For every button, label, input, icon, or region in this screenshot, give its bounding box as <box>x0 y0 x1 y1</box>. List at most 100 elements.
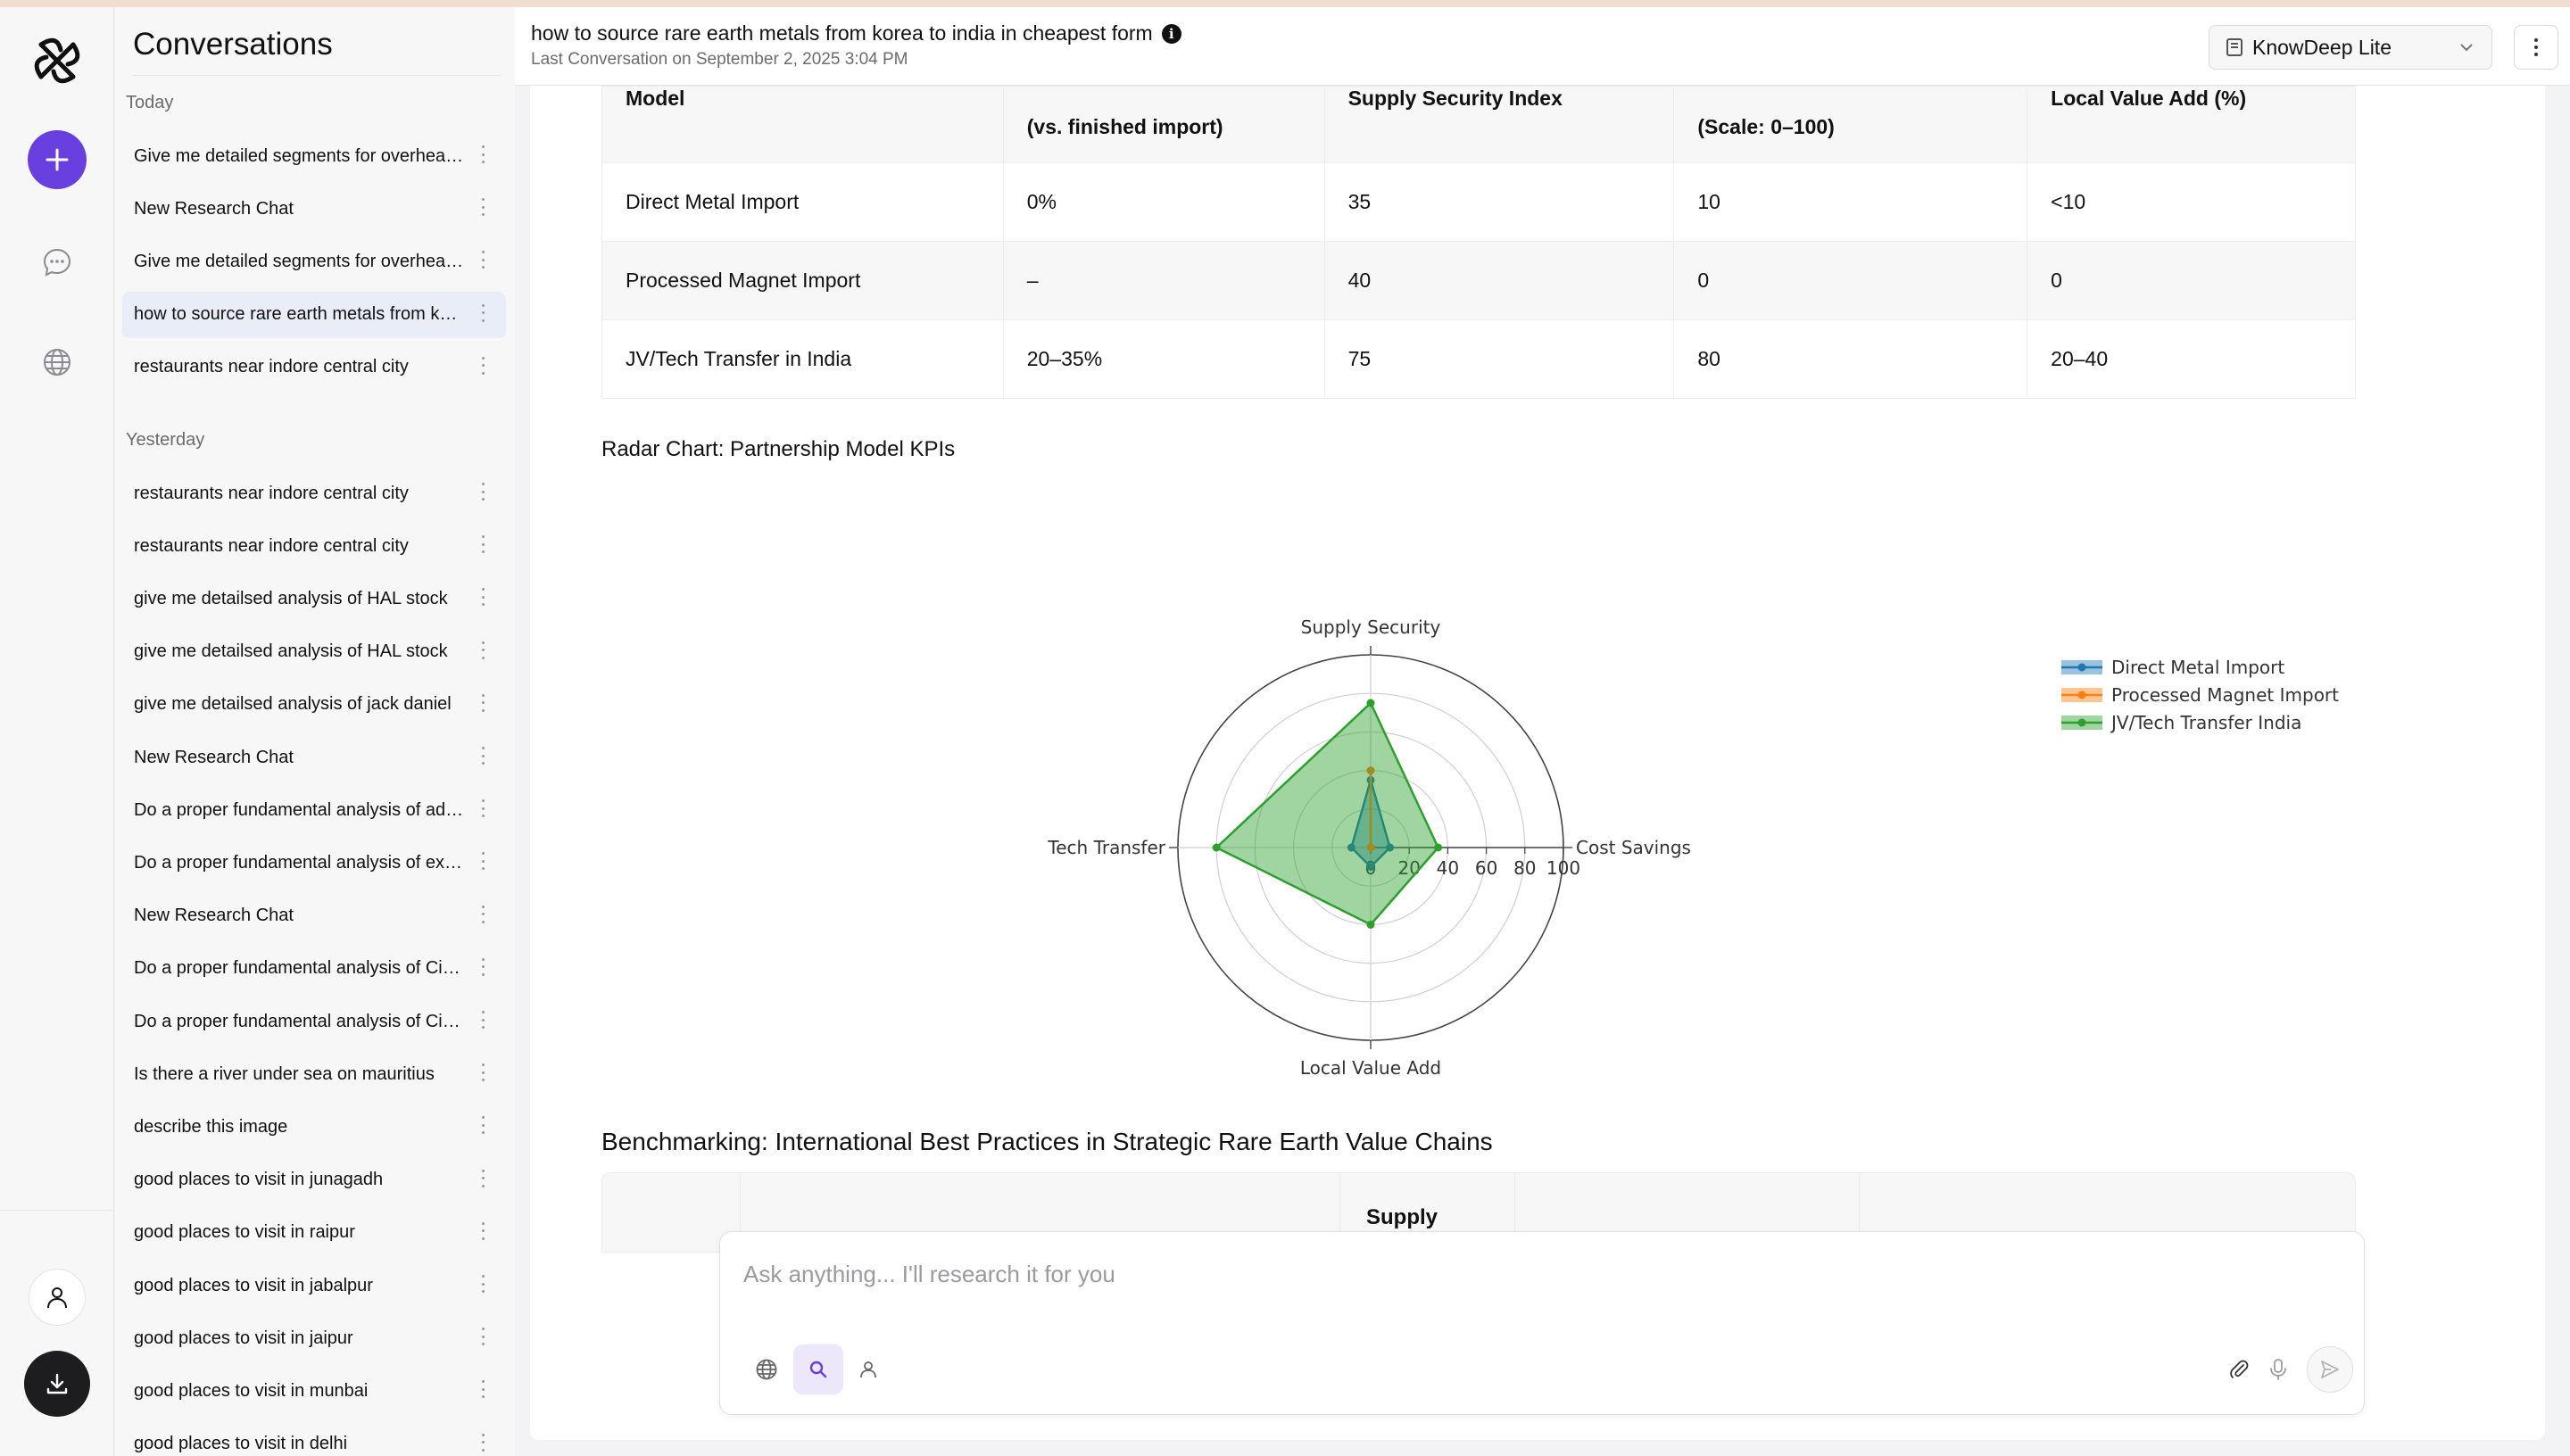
profile-button[interactable] <box>29 1269 86 1326</box>
conversation-menu-icon[interactable] <box>481 483 485 500</box>
conversation-menu-icon[interactable] <box>481 1116 485 1135</box>
conversation-menu-icon[interactable] <box>481 535 485 554</box>
conversation-item[interactable]: New Research Chat <box>122 186 506 232</box>
table-column-divider <box>1859 1173 1860 1253</box>
chart-title: Radar Chart: Partnership Model KPIs <box>601 437 956 461</box>
conversation-item[interactable]: Do a proper fundamental analysis of adan… <box>122 787 506 833</box>
radar-axis-label: Supply Security <box>1301 616 1441 638</box>
conversation-item[interactable]: give me detailsed analysis of jack danie… <box>122 682 506 728</box>
table-row: JV/Tech Transfer in India 20–35% 75 80 2… <box>601 319 2356 399</box>
group-label-today: Today <box>126 93 174 112</box>
conversation-item[interactable]: good places to visit in jabalpur <box>122 1262 506 1309</box>
conversation-item[interactable]: good places to visit in junagadh <box>122 1157 506 1204</box>
conversation-item[interactable]: restaurants near indore central city <box>122 523 506 569</box>
conversation-item[interactable]: describe this image <box>122 1104 506 1150</box>
conversation-item[interactable]: good places to visit in munbai <box>122 1368 506 1414</box>
kpi-header-cell: (Scale: 0–100) <box>1673 86 2028 163</box>
conversation-menu-icon[interactable] <box>481 957 485 976</box>
radar-data-point <box>1366 766 1375 775</box>
table-cell: 40 <box>1323 241 1675 320</box>
conversation-item[interactable]: good places to visit in delhi <box>122 1421 506 1456</box>
table-cell: Direct Metal Import <box>601 162 1004 242</box>
legend-swatch-marker <box>2077 691 2086 699</box>
conversation-item[interactable]: Do a proper fundamental analysis of Cipl… <box>122 946 506 992</box>
radar-axis-label: Cost Savings <box>1576 837 1691 858</box>
vertical-dots-icon <box>2534 38 2538 56</box>
paperclip-icon <box>2230 1360 2249 1378</box>
table-cell: 35 <box>1323 162 1675 242</box>
send-button[interactable] <box>2307 1346 2353 1393</box>
conversation-menu-icon[interactable] <box>481 641 485 659</box>
conversation-menu-icon[interactable] <box>481 588 485 607</box>
web-nav-button[interactable] <box>36 341 79 384</box>
conversation-item[interactable]: Give me detailed segments for overheads … <box>122 238 506 285</box>
radar-radial-tick-label: 100 <box>1546 857 1580 879</box>
conversation-item[interactable]: good places to visit in raipur <box>122 1210 506 1256</box>
model-selector[interactable]: KnowDeep Lite <box>2209 25 2492 70</box>
conversation-item[interactable]: restaurants near indore central city <box>122 344 506 391</box>
conversation-item[interactable]: good places to visit in jaipur <box>122 1315 506 1361</box>
conversation-item[interactable]: restaurants near indore central city <box>122 470 506 517</box>
more-options-button[interactable] <box>2514 25 2558 70</box>
chats-nav-button[interactable] <box>36 241 79 284</box>
conversation-item[interactable]: Do a proper fundamental analysis of Cipl… <box>122 998 506 1045</box>
table-cell: JV/Tech Transfer in India <box>601 319 1004 399</box>
conversation-menu-icon[interactable] <box>481 145 485 163</box>
conversation-item-label: good places to visit in munbai <box>134 1380 369 1401</box>
research-mode-toggle[interactable] <box>793 1344 843 1394</box>
conversation-item-label: good places to visit in jaipur <box>134 1328 353 1348</box>
table-cell: Processed Magnet Import <box>601 241 1004 320</box>
conversation-item[interactable]: New Research Chat <box>122 734 506 781</box>
conversation-menu-icon[interactable] <box>481 303 485 322</box>
conversation-item[interactable]: New Research Chat <box>122 893 506 939</box>
conversation-menu-icon[interactable] <box>481 852 485 871</box>
conversation-menu-icon[interactable] <box>481 1221 485 1240</box>
attach-button[interactable] <box>2221 1352 2257 1387</box>
radar-axis-label: Local Value Add <box>1300 1057 1441 1079</box>
chevron-down-icon <box>2460 44 2473 52</box>
conversation-menu-icon[interactable] <box>481 1380 485 1399</box>
table-cell: 80 <box>1673 319 2028 399</box>
conversation-title: how to source rare earth metals from kor… <box>531 21 1181 46</box>
conversation-item[interactable]: Give me detailed segments for overheads … <box>122 133 506 179</box>
conversation-menu-icon[interactable] <box>481 1433 485 1452</box>
web-search-toggle[interactable] <box>742 1344 792 1394</box>
conversation-menu-icon[interactable] <box>481 1275 485 1293</box>
legend-label: Processed Magnet Import <box>2111 684 2339 706</box>
top-accent-line <box>0 0 2570 7</box>
app-logo-icon[interactable] <box>30 34 84 87</box>
conversation-item[interactable]: Do a proper fundamental analysis of exid… <box>122 840 506 886</box>
conversation-menu-icon[interactable] <box>481 356 485 375</box>
conversation-item-label: restaurants near indore central city <box>134 483 409 503</box>
kpi-header-cell: Supply Security Index <box>1323 86 1675 163</box>
radar-data-point <box>1434 843 1443 852</box>
conversation-menu-icon[interactable] <box>481 1328 485 1346</box>
info-icon[interactable]: i <box>1161 23 1181 44</box>
new-chat-button[interactable] <box>28 130 87 189</box>
download-button[interactable] <box>24 1351 90 1417</box>
message-composer <box>719 1231 2365 1415</box>
table-cell: – <box>1002 241 1325 320</box>
voice-input-button[interactable] <box>2260 1352 2296 1387</box>
table-row: Direct Metal Import 0% 35 10 <10 <box>601 162 2356 242</box>
conversation-item[interactable]: Is there a river under sea on mauritius <box>122 1051 506 1097</box>
conversation-item[interactable]: give me detailsed analysis of HAL stock <box>122 575 506 622</box>
conversation-menu-icon[interactable] <box>481 1169 485 1187</box>
conversation-menu-icon[interactable] <box>481 1063 485 1082</box>
conversation-menu-icon[interactable] <box>481 198 485 217</box>
conversation-menu-icon[interactable] <box>481 747 485 765</box>
message-input[interactable] <box>743 1252 2341 1296</box>
conversation-item[interactable]: give me detailsed analysis of HAL stock <box>122 629 506 675</box>
conversation-menu-icon[interactable] <box>481 905 485 923</box>
conversation-menu-icon[interactable] <box>481 799 485 818</box>
conversation-menu-icon[interactable] <box>481 1011 485 1029</box>
icon-rail <box>0 7 114 1456</box>
persona-button[interactable] <box>843 1344 893 1394</box>
conversation-item-label: give me detailsed analysis of HAL stock <box>134 641 448 662</box>
conversation-item[interactable]: how to source rare earth metals from kor… <box>122 291 506 338</box>
conversation-item-label: Do a proper fundamental analysis of Cipl… <box>134 1011 466 1031</box>
conversation-menu-icon[interactable] <box>481 693 485 712</box>
radar-data-point <box>1366 863 1375 872</box>
conversation-menu-icon[interactable] <box>481 251 485 269</box>
